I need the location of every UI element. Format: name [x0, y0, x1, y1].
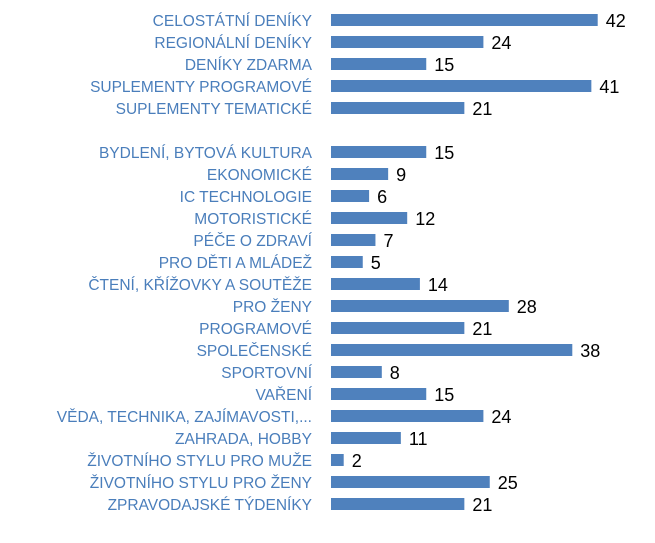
category-label: REGIONÁLNÍ DENÍKY: [154, 35, 312, 52]
value-label: 24: [491, 407, 511, 427]
category-label: BYDLENÍ, BYTOVÁ KULTURA: [99, 145, 313, 162]
bar: [331, 300, 509, 312]
category-label: SUPLEMENTY PROGRAMOVÉ: [90, 79, 312, 96]
value-label: 5: [371, 253, 381, 273]
value-label: 15: [434, 143, 454, 163]
category-label: IC TECHNOLOGIE: [180, 189, 312, 206]
value-label: 6: [377, 187, 387, 207]
category-label: PÉČE O ZDRAVÍ: [193, 233, 312, 250]
bar: [331, 80, 592, 92]
bar: [331, 14, 598, 26]
bar: [331, 146, 427, 158]
category-label: VĚDA, TECHNIKA, ZAJÍMAVOSTI,...: [57, 409, 312, 426]
bar: [331, 168, 389, 180]
value-label: 38: [580, 341, 600, 361]
category-label: ŽIVOTNÍHO STYLU PRO ŽENY: [90, 475, 312, 492]
category-label: PRO DĚTI A MLÁDEŽ: [159, 255, 312, 272]
value-label: 15: [434, 385, 454, 405]
value-label: 42: [606, 11, 626, 31]
bar: [331, 322, 465, 334]
bar: [331, 366, 382, 378]
category-label: ŽIVOTNÍHO STYLU PRO MUŽE: [87, 453, 312, 470]
value-label: 21: [472, 99, 492, 119]
value-label: 24: [491, 33, 511, 53]
bar: [331, 36, 484, 48]
value-label: 7: [383, 231, 393, 251]
bar: [331, 476, 490, 488]
value-label: 15: [434, 55, 454, 75]
category-label: PROGRAMOVÉ: [199, 321, 312, 338]
bar: [331, 102, 465, 114]
bar: [331, 256, 363, 268]
bar: [331, 278, 420, 290]
value-label: 12: [415, 209, 435, 229]
value-label: 25: [498, 473, 518, 493]
value-label: 9: [396, 165, 406, 185]
category-label: SPOLEČENSKÉ: [197, 343, 312, 360]
bar: [331, 234, 376, 246]
category-label: VAŘENÍ: [255, 387, 312, 404]
bar: [331, 344, 573, 356]
category-label: ČTENÍ, KŘÍŽOVKY A SOUTĚŽE: [88, 277, 312, 294]
value-label: 8: [390, 363, 400, 383]
category-label: PRO ŽENY: [233, 299, 312, 316]
value-label: 21: [472, 319, 492, 339]
bar: [331, 58, 427, 70]
category-label: EKONOMICKÉ: [207, 167, 312, 184]
value-label: 2: [352, 451, 362, 471]
category-label: ZAHRADA, HOBBY: [175, 431, 312, 448]
value-label: 14: [428, 275, 448, 295]
category-label: CELOSTÁTNÍ DENÍKY: [153, 13, 312, 30]
category-label: DENÍKY ZDARMA: [185, 57, 313, 74]
bar: [331, 212, 408, 224]
value-label: 21: [472, 495, 492, 515]
value-label: 41: [599, 77, 619, 97]
category-label: SPORTOVNÍ: [221, 365, 312, 382]
bar: [331, 454, 344, 466]
category-label: MOTORISTICKÉ: [194, 211, 312, 228]
bar: [331, 498, 465, 510]
bar: [331, 388, 427, 400]
bar: [331, 190, 370, 202]
bar: [331, 432, 401, 444]
category-label: SUPLEMENTY TEMATICKÉ: [116, 101, 312, 118]
value-label: 28: [517, 297, 537, 317]
value-label: 11: [409, 429, 428, 449]
bar: [331, 410, 484, 422]
category-label: ZPRAVODAJSKÉ TÝDENÍKY: [108, 497, 312, 514]
